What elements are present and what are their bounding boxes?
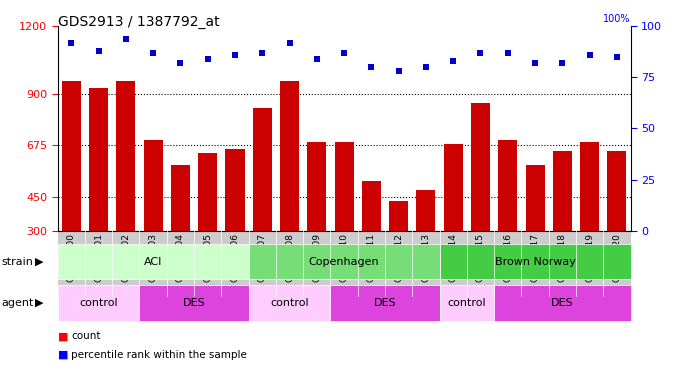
Bar (144, 140, 163, 231)
Text: control: control (271, 298, 309, 308)
Bar (416, 190, 435, 231)
Bar (62, 81, 81, 231)
Bar (553, 151, 572, 231)
Text: count: count (71, 331, 101, 341)
Point (121, 36, 132, 42)
Point (311, 56, 322, 62)
Bar (362, 181, 381, 231)
Point (284, 40, 295, 46)
Bar (280, 81, 299, 231)
Point (66, 40, 77, 46)
Bar (117, 81, 136, 231)
Text: DES: DES (374, 298, 397, 308)
Point (502, 50, 513, 56)
Bar (225, 149, 245, 231)
Point (530, 60, 540, 66)
Text: DES: DES (551, 298, 574, 308)
Text: ■: ■ (58, 331, 68, 341)
Text: 100%: 100% (603, 14, 631, 24)
Point (366, 64, 377, 70)
Point (93, 48, 104, 54)
Text: ▶: ▶ (35, 298, 44, 308)
Text: ■: ■ (58, 350, 68, 360)
Bar (525, 165, 544, 231)
Point (612, 54, 622, 60)
Text: ▶: ▶ (35, 256, 44, 267)
Bar (253, 108, 272, 231)
Point (557, 60, 567, 66)
Text: Brown Norway: Brown Norway (495, 256, 576, 267)
Bar (607, 151, 626, 231)
Point (148, 50, 159, 56)
Text: strain: strain (1, 256, 33, 267)
Point (447, 58, 458, 64)
Point (393, 68, 404, 74)
Text: DES: DES (183, 298, 205, 308)
Bar (307, 142, 326, 231)
Bar (389, 201, 408, 231)
Text: ACI: ACI (144, 256, 162, 267)
Bar (471, 104, 490, 231)
Point (338, 50, 350, 56)
Text: percentile rank within the sample: percentile rank within the sample (71, 350, 247, 360)
Text: Copenhagen: Copenhagen (308, 256, 380, 267)
Bar (498, 140, 517, 231)
Point (420, 64, 431, 70)
Bar (580, 142, 599, 231)
Text: control: control (447, 298, 486, 308)
Point (202, 56, 213, 62)
Text: control: control (79, 298, 118, 308)
Bar (171, 165, 190, 231)
Point (175, 60, 186, 66)
Bar (198, 153, 217, 231)
Text: GDS2913 / 1387792_at: GDS2913 / 1387792_at (58, 15, 219, 29)
Bar (443, 144, 463, 231)
Point (230, 52, 241, 58)
Bar (89, 88, 108, 231)
Point (475, 50, 486, 56)
Bar (334, 142, 354, 231)
Text: agent: agent (1, 298, 34, 308)
Point (584, 52, 595, 58)
Point (257, 50, 268, 56)
